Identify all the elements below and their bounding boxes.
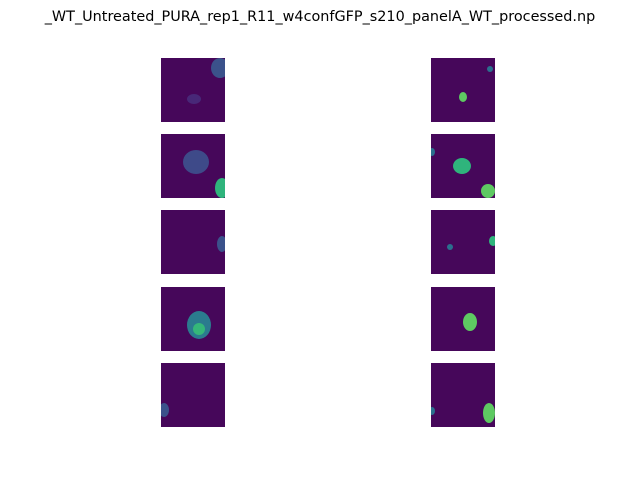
cell-blob xyxy=(459,92,467,102)
image-panel-right-row-4 xyxy=(431,287,495,351)
image-panel-right-row-3 xyxy=(431,210,495,274)
cell-blob xyxy=(215,178,225,198)
image-panel-left-row-1 xyxy=(161,58,225,122)
cell-blob xyxy=(447,244,453,250)
cell-blob xyxy=(431,407,435,415)
image-panel-left-row-3 xyxy=(161,210,225,274)
cell-blob xyxy=(431,148,435,156)
cell-blob xyxy=(187,94,201,104)
cell-blob xyxy=(193,323,205,335)
cell-blob xyxy=(161,403,169,417)
cell-blob xyxy=(483,403,495,423)
image-panel-left-row-5 xyxy=(161,363,225,427)
image-panel-right-row-5 xyxy=(431,363,495,427)
cell-blob xyxy=(463,313,477,331)
cell-blob xyxy=(183,150,209,174)
cell-blob xyxy=(481,184,495,198)
image-panel-left-row-2 xyxy=(161,134,225,198)
cell-blob xyxy=(487,66,493,72)
image-panel-right-row-1 xyxy=(431,58,495,122)
image-panel-right-row-2 xyxy=(431,134,495,198)
image-panel-left-row-4 xyxy=(161,287,225,351)
figure-title: _WT_Untreated_PURA_rep1_R11_w4confGFP_s2… xyxy=(44,9,596,25)
cell-blob xyxy=(217,236,225,252)
cell-blob xyxy=(489,236,495,246)
cell-blob xyxy=(211,58,225,78)
cell-blob xyxy=(453,158,471,174)
